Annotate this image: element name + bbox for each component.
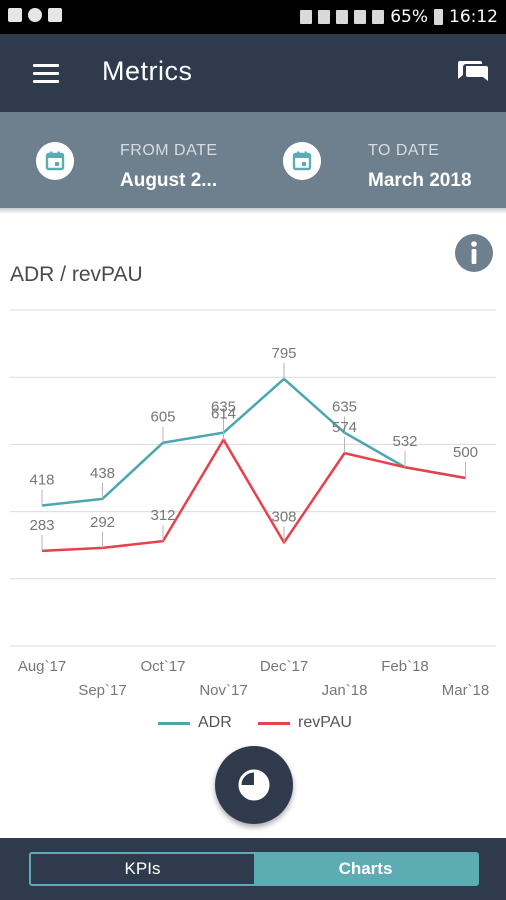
data-label: 418 xyxy=(29,472,54,489)
camera-icon xyxy=(48,8,62,22)
whatsapp-icon xyxy=(28,8,42,22)
mute-icon xyxy=(300,10,313,24)
legend-swatch-revpau xyxy=(258,721,290,725)
x-tick-label: Feb`18 xyxy=(381,658,429,675)
data-label: 292 xyxy=(90,514,115,531)
clock: 16:12 xyxy=(449,7,498,27)
battery-icon xyxy=(434,9,443,25)
from-date-value: August 2... xyxy=(120,170,218,191)
menu-icon[interactable] xyxy=(33,64,59,84)
data-label: 500 xyxy=(453,444,478,461)
x-tick-label: Oct`17 xyxy=(140,658,185,675)
data-label: 614 xyxy=(211,406,236,423)
chart-x-ticks: Aug`17 Sep`17 Oct`17 Nov`17 Dec`17 Jan`18 Feb`… xyxy=(18,658,489,699)
bottom-bar: KPIs Charts xyxy=(0,838,506,900)
notification-icons xyxy=(8,8,62,22)
calendar-icon xyxy=(36,142,74,180)
tab-kpis[interactable]: KPIs xyxy=(31,854,254,884)
datebar-shadow xyxy=(0,208,506,214)
data-label: 605 xyxy=(150,409,175,426)
system-icons: 65% 16:12 xyxy=(300,7,498,27)
line-chart: 418 438 605 635 795 635 532 500 283 292 312 614 308 5… xyxy=(10,309,496,699)
wifi-icon xyxy=(354,10,367,24)
page-title: Metrics xyxy=(102,56,193,86)
x-tick-label: Jan`18 xyxy=(322,682,368,699)
from-date-caption: FROM DATE xyxy=(120,142,218,159)
view-switcher: KPIs Charts xyxy=(29,852,479,886)
to-date-caption: TO DATE xyxy=(368,142,440,159)
legend-item-adr[interactable]: ADR xyxy=(158,712,232,734)
legend-swatch-adr xyxy=(158,721,190,725)
status-bar: 65% 16:12 xyxy=(0,0,506,34)
signal-icon xyxy=(372,10,385,24)
from-date-picker[interactable]: FROM DATE August 2... xyxy=(36,112,246,208)
battery-percent: 65% xyxy=(390,7,428,27)
info-icon[interactable] xyxy=(454,233,494,273)
video-icon xyxy=(8,8,22,22)
data-label: 283 xyxy=(29,517,54,534)
chart-grid xyxy=(10,309,496,647)
chart-type-button[interactable] xyxy=(215,746,293,824)
data-label: 574 xyxy=(332,419,357,436)
chart-legend: ADR revPAU xyxy=(0,712,506,734)
x-tick-label: Aug`17 xyxy=(18,658,66,675)
calendar-icon xyxy=(283,142,321,180)
date-range-bar: FROM DATE August 2... TO DATE March 2018 xyxy=(0,112,506,208)
data-label: 795 xyxy=(271,345,296,362)
data-label: 308 xyxy=(271,509,296,526)
legend-label-revpau: revPAU xyxy=(298,714,352,731)
to-date-picker[interactable]: TO DATE March 2018 xyxy=(283,112,493,208)
legend-item-revpau[interactable]: revPAU xyxy=(258,712,352,734)
legend-label-adr: ADR xyxy=(198,714,232,731)
series-line-revpau xyxy=(41,438,466,553)
data-label: 635 xyxy=(332,399,357,416)
x-tick-label: Dec`17 xyxy=(260,658,308,675)
app-bar: Metrics xyxy=(0,34,506,112)
alarm-icon xyxy=(336,10,349,24)
to-date-value: March 2018 xyxy=(368,170,472,191)
chat-icon[interactable] xyxy=(458,58,490,88)
data-label: 635 xyxy=(211,399,236,416)
data-label: 438 xyxy=(90,465,115,482)
tab-charts[interactable]: Charts xyxy=(254,854,477,884)
series-line-adr xyxy=(41,377,466,507)
vibrate-icon xyxy=(318,10,331,24)
data-label: 312 xyxy=(150,507,175,524)
pie-chart-icon xyxy=(238,769,270,801)
chart-lines xyxy=(41,377,466,553)
data-label: 532 xyxy=(392,433,417,450)
x-tick-label: Nov`17 xyxy=(199,682,247,699)
x-tick-label: Mar`18 xyxy=(442,682,490,699)
chart-data-labels: 418 438 605 635 795 635 532 500 283 292 312 614 308 5… xyxy=(29,345,478,551)
x-tick-label: Sep`17 xyxy=(78,682,126,699)
chart-title: ADR / revPAU xyxy=(10,263,143,286)
